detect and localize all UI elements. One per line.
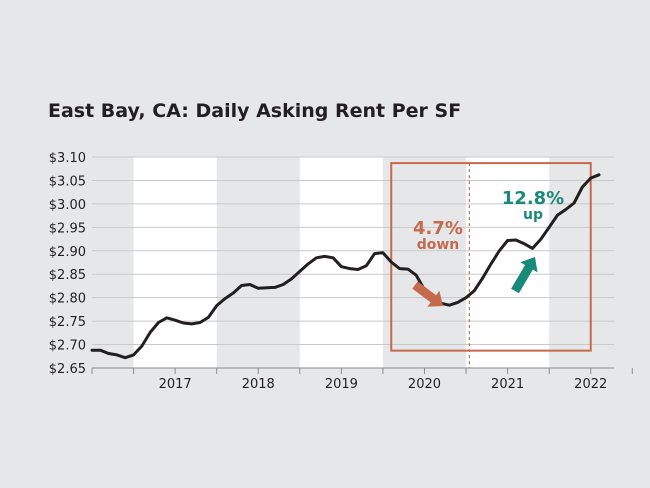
annotation-down-value: 4.7% [413, 218, 463, 239]
y-tick-label: $2.65 [49, 362, 86, 377]
y-tick-label: $2.95 [49, 221, 86, 236]
highlight-box [390, 162, 592, 352]
y-tick-label: $2.85 [49, 268, 86, 283]
y-tick-label: $2.75 [49, 315, 86, 330]
y-tick-label: $3.05 [49, 174, 86, 189]
highlight-region [390, 162, 592, 368]
year-band [133, 157, 217, 368]
gridlines [92, 156, 614, 369]
year-bands [133, 157, 550, 368]
x-tick-label: 2022 [574, 377, 607, 392]
y-tick-label: $3.10 [49, 151, 86, 166]
x-tick-label: 2021 [491, 377, 524, 392]
annotation-down-label: down [417, 237, 460, 253]
x-tick-label: 2018 [242, 377, 275, 392]
y-tick-label: $2.80 [49, 292, 86, 307]
chart-title: East Bay, CA: Daily Asking Rent Per SF [48, 100, 461, 122]
y-tick-label: $3.00 [49, 198, 86, 213]
y-tick-label: $2.70 [49, 339, 86, 354]
x-tick-label: 2017 [159, 377, 192, 392]
x-tick-label: 2019 [325, 377, 358, 392]
series-line [90, 173, 601, 360]
annotation-up-label: up [523, 207, 543, 223]
annotation-down-arrow [412, 281, 443, 307]
annotation-up-arrow [511, 257, 538, 294]
series-lines [90, 173, 601, 360]
annotation-up-value: 12.8% [502, 188, 564, 209]
annotations: 4.7%down 12.8%up [412, 188, 564, 307]
x-axis: 2017 2018 2019 2020 2021 2022 [91, 368, 633, 392]
x-tick-label: 2020 [408, 377, 441, 392]
y-tick-label: $2.90 [49, 245, 86, 260]
y-axis: $2.65 $2.70 $2.75 $2.80 $2.85 $2.90 $2.95 $3.00… [49, 151, 86, 377]
